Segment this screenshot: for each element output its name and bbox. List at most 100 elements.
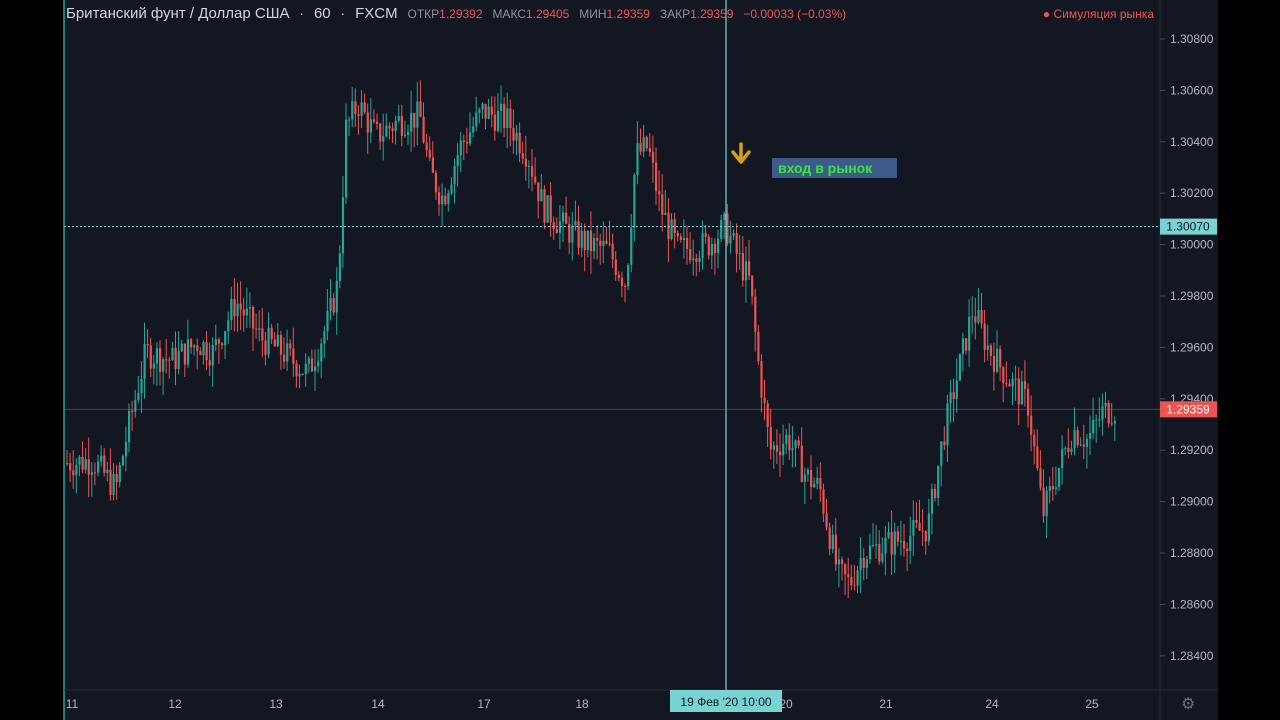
- candle-body: [345, 119, 348, 198]
- candle-body: [701, 233, 704, 258]
- candle-body: [273, 339, 276, 347]
- candle-body: [487, 106, 490, 119]
- candle-body: [484, 103, 487, 119]
- candle-body: [1023, 381, 1027, 390]
- candle-body: [1027, 389, 1030, 416]
- candle-body: [946, 403, 949, 446]
- candle-body: [90, 472, 93, 475]
- candle-body: [1008, 383, 1011, 387]
- candle-body: [608, 243, 611, 245]
- candle-body: [326, 311, 329, 332]
- candle-body: [847, 574, 850, 577]
- y-tick-label: 1.30000: [1170, 238, 1214, 252]
- candle-body: [782, 443, 785, 456]
- candle-body: [986, 345, 989, 350]
- candle-body: [419, 101, 422, 117]
- candle-body: [1011, 378, 1014, 387]
- candle-body: [490, 106, 493, 115]
- close-value: 1.29359: [690, 7, 734, 21]
- arrow-down-icon[interactable]: [731, 142, 751, 164]
- candle-body: [338, 253, 341, 281]
- candle-body: [372, 119, 376, 122]
- candle-body: [775, 445, 779, 452]
- candle-body: [69, 463, 72, 471]
- candle-body: [500, 104, 503, 111]
- candle-body: [834, 534, 837, 565]
- candle-body: [837, 559, 841, 565]
- candle-body: [258, 328, 261, 330]
- candle-body: [329, 297, 332, 312]
- candle-body: [416, 101, 419, 128]
- candle-body: [903, 541, 906, 549]
- low-label: МИН: [579, 7, 607, 21]
- candle-body: [865, 559, 868, 568]
- candle-body: [155, 348, 159, 364]
- candle-body: [403, 134, 407, 136]
- candle-body: [766, 403, 769, 428]
- candle-body: [1089, 433, 1092, 439]
- market-status-badge[interactable]: ● Симуляция рынка: [1042, 7, 1154, 21]
- candle-body: [363, 102, 366, 113]
- candle-body: [112, 473, 115, 495]
- candle-body: [611, 243, 614, 260]
- candle-body: [915, 520, 918, 523]
- crosshair-time-label: 19 Фев '20 10:00: [680, 695, 772, 709]
- crosshair-time-tag: [670, 690, 782, 712]
- candle-body: [239, 303, 242, 310]
- candle-body: [996, 348, 999, 372]
- crosshair-price-tag: [1160, 218, 1217, 235]
- y-tick-label: 1.29800: [1170, 289, 1214, 303]
- candle-body: [295, 363, 298, 377]
- candle-body: [741, 253, 744, 281]
- candle-body: [1104, 402, 1107, 407]
- gear-icon[interactable]: ⚙: [1181, 696, 1196, 713]
- candle-body: [841, 559, 844, 565]
- candle-body: [230, 298, 233, 321]
- candle-body: [217, 339, 221, 344]
- candle-body: [645, 137, 648, 149]
- candle-body: [428, 149, 431, 158]
- candle-body: [1073, 430, 1076, 449]
- candle-body: [283, 354, 286, 362]
- candle-body: [425, 142, 428, 150]
- x-tick-label: 11: [66, 697, 79, 711]
- candle-body: [664, 212, 667, 215]
- candle-body: [134, 399, 137, 412]
- symbol-name[interactable]: Британский фунт / Доллар США: [66, 5, 290, 22]
- candle-body: [893, 531, 896, 555]
- candle-body: [794, 440, 797, 448]
- x-tick-label: 13: [269, 697, 283, 711]
- candle-body: [977, 310, 980, 323]
- candle-body: [168, 359, 171, 361]
- candle-body: [816, 478, 819, 484]
- candle-body: [227, 320, 230, 332]
- candle-body: [453, 165, 456, 185]
- candle-body: [565, 212, 568, 224]
- candle-body: [366, 112, 369, 133]
- candle-body: [146, 344, 149, 346]
- candle-body: [853, 585, 856, 587]
- candle-body: [1107, 402, 1110, 424]
- candle-body: [819, 478, 822, 490]
- candle-body: [906, 548, 909, 552]
- candle-body: [524, 158, 527, 167]
- candle-body: [1082, 444, 1085, 447]
- candle-body: [686, 238, 689, 250]
- candle-body: [391, 128, 394, 131]
- candle-body: [921, 530, 924, 532]
- candle-body: [744, 261, 748, 281]
- annotation-box[interactable]: [772, 158, 897, 178]
- candle-body: [410, 112, 413, 132]
- candle-body: [704, 233, 707, 237]
- candle-body: [949, 392, 952, 404]
- candle-body: [757, 331, 760, 362]
- interval-label[interactable]: 60: [313, 5, 331, 22]
- market-status-label: Симуляция рынка: [1053, 7, 1154, 21]
- candle-body: [434, 172, 438, 193]
- candle-body: [506, 108, 509, 129]
- candle-body: [965, 338, 968, 351]
- high-label: МАКС: [492, 7, 526, 21]
- candle-body: [515, 132, 518, 141]
- candle-body: [177, 351, 180, 370]
